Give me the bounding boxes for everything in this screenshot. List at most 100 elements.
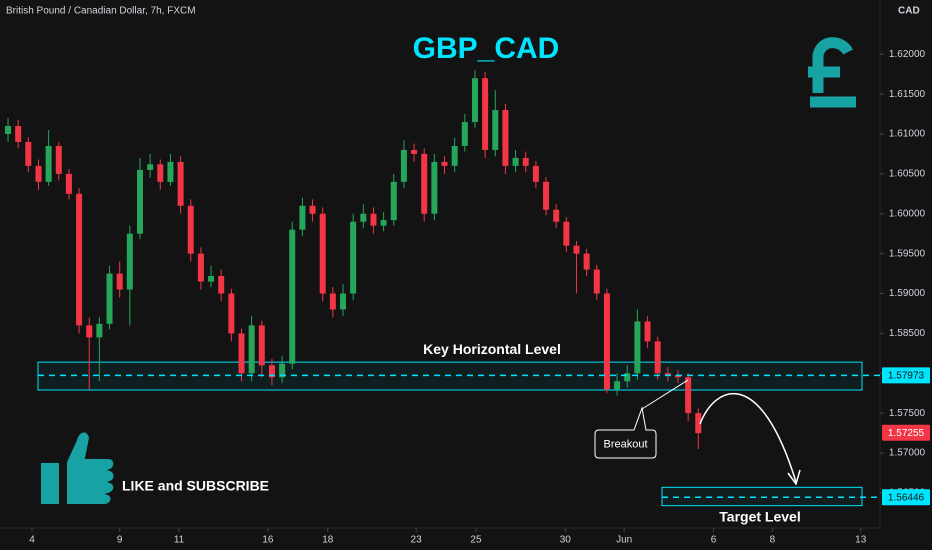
projection-arrowhead — [787, 469, 801, 486]
candle-body — [136, 169, 143, 234]
x-tick-label: 4 — [29, 535, 35, 546]
candle-body — [187, 205, 194, 254]
candle-body — [5, 126, 12, 134]
candle-body — [685, 377, 692, 414]
x-tick-label: 23 — [411, 535, 423, 546]
candle-body — [543, 181, 550, 210]
candle-body — [451, 145, 458, 166]
candle-body — [268, 365, 275, 378]
candle-body — [603, 293, 610, 390]
candle-body — [309, 205, 316, 214]
callout-box — [594, 406, 657, 459]
x-tick-label: 25 — [470, 535, 482, 546]
y-tick-label: 1.60000 — [889, 208, 926, 219]
projection-arrow — [699, 393, 797, 483]
candle-body — [583, 253, 590, 270]
pound-icon — [808, 37, 856, 108]
candle-body — [208, 275, 215, 282]
candle-body — [289, 229, 296, 364]
symbol-header: British Pound / Canadian Dollar, 7h, FXC… — [6, 6, 196, 17]
target-price-tag: 1.56446 — [888, 492, 925, 503]
candle-body — [695, 413, 702, 434]
x-tick-label: 8 — [770, 535, 776, 546]
x-tick-label: 13 — [855, 535, 867, 546]
y-tick-label: 1.60500 — [889, 169, 926, 180]
candle-body — [86, 325, 93, 338]
candle-body — [167, 161, 174, 182]
y-tick-label: 1.59000 — [889, 288, 926, 299]
candle-body — [116, 273, 123, 290]
y-tick-label: 1.58500 — [889, 328, 926, 339]
candle-body — [634, 321, 641, 374]
candle-body — [593, 269, 600, 294]
candle-body — [96, 323, 103, 338]
candle-body — [522, 157, 529, 166]
candle-body — [147, 164, 154, 170]
candle-body — [471, 78, 478, 123]
last-price-tag: 1.57255 — [888, 428, 925, 439]
icons — [39, 37, 856, 506]
candle-body — [350, 221, 357, 294]
candle-body — [441, 161, 448, 166]
x-tick-label: 9 — [117, 535, 123, 546]
candle-body — [502, 110, 509, 166]
callout-text: Breakout — [603, 438, 647, 450]
candle-body — [340, 293, 347, 310]
candle-body — [228, 293, 235, 334]
last-price-tag-bg — [882, 424, 930, 441]
y-tick-label: 1.61500 — [889, 89, 926, 100]
candle-body — [431, 161, 438, 214]
y-tick-label: 1.57000 — [889, 448, 926, 459]
candle-body — [390, 181, 397, 221]
candle-body — [664, 373, 671, 375]
candle-body — [360, 213, 367, 222]
candle-body — [329, 293, 336, 310]
candle-body — [15, 126, 22, 142]
x-tick-label: 16 — [262, 535, 274, 546]
candle-body — [370, 213, 377, 226]
candle-body — [644, 321, 651, 342]
candle-body — [461, 122, 468, 146]
candle-body — [532, 165, 539, 182]
target-level-label: Target Level — [719, 508, 800, 524]
y-tick-label: 1.62000 — [889, 49, 926, 60]
candle-body — [380, 220, 387, 226]
candle-body — [563, 221, 570, 246]
y-tick-label: 1.59500 — [889, 248, 926, 259]
x-tick-label: 11 — [174, 535, 185, 546]
candle-body — [512, 157, 519, 166]
target-price-tag-bg — [882, 489, 930, 506]
candle-body — [106, 273, 113, 324]
x-tick-label: 18 — [322, 535, 334, 546]
candle-body — [238, 333, 245, 374]
candle-body — [553, 209, 560, 222]
candle-body — [319, 213, 326, 294]
candle-body — [35, 165, 42, 182]
candle-body — [258, 325, 265, 366]
candle-body — [421, 153, 428, 214]
candle-body — [177, 161, 184, 206]
chart-title: GBP_CAD — [413, 32, 560, 65]
candle-body — [482, 78, 489, 150]
candle-body — [614, 381, 621, 390]
x-tick-label: 6 — [711, 535, 717, 546]
candle-body — [126, 233, 133, 290]
y-tick-label: 1.61000 — [889, 129, 926, 140]
candle-body — [624, 373, 631, 382]
currency-label: CAD — [898, 6, 920, 17]
candle-body — [65, 173, 72, 194]
candle-body — [299, 205, 306, 230]
candle-body — [279, 363, 286, 378]
plot: 1.62000 1.61500 1.61000 1.60500 1.60000 1.595… — [5, 49, 930, 546]
candle-body — [492, 110, 499, 150]
candle-body — [573, 245, 580, 254]
candle-body — [411, 149, 418, 154]
candle-body — [25, 141, 32, 166]
thumbs-up-icon — [39, 430, 116, 506]
x-tick-label: 30 — [560, 535, 572, 546]
candle-body — [248, 325, 255, 374]
cta-text: LIKE and SUBSCRIBE — [122, 478, 269, 494]
candle-body — [218, 275, 225, 294]
